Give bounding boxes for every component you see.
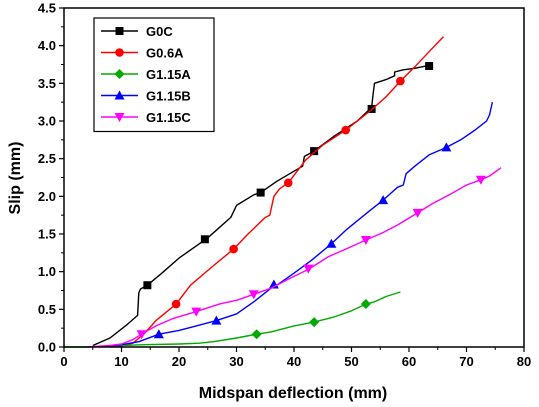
y-axis-title: Slip (mm) — [7, 142, 24, 215]
y-tick-label: 0.0 — [38, 340, 56, 355]
data-point — [310, 147, 319, 156]
x-tick-label: 60 — [402, 354, 416, 369]
legend-label: G0C — [146, 24, 173, 39]
legend-item: G1.15A — [101, 67, 191, 82]
data-point — [378, 195, 389, 205]
x-tick-label: 50 — [344, 354, 358, 369]
legend-marker — [115, 27, 124, 35]
legend-marker — [114, 90, 125, 100]
data-point — [283, 178, 293, 188]
legend-marker — [114, 113, 125, 122]
legend-label: G0.6A — [146, 46, 184, 61]
legend-label: G1.15B — [146, 89, 191, 104]
data-point — [326, 238, 337, 248]
x-tick-label: 80 — [517, 354, 531, 369]
y-tick-label: 3.5 — [38, 76, 56, 91]
legend-item: G1.15B — [101, 89, 191, 104]
legend-marker — [115, 48, 124, 57]
data-point — [256, 188, 265, 197]
y-tick-label: 3.0 — [38, 114, 56, 129]
axes-layer: 0 10 20 30 40 50 60 70 80 0.0 0.5 1.0 1.5 2.0 2.5 3.0 3.… — [38, 1, 531, 370]
series-g1-15a — [64, 291, 401, 348]
series-line — [115, 36, 445, 348]
legend-item: G0C — [101, 24, 173, 39]
y-tick-label: 1.5 — [38, 227, 56, 242]
x-tick-label: 10 — [114, 354, 128, 369]
y-tick-label: 2.5 — [38, 151, 56, 166]
data-point — [211, 315, 222, 325]
data-point — [248, 290, 259, 300]
legend-label: G1.15A — [146, 67, 191, 82]
series-line — [92, 64, 430, 347]
legend-item: G1.15C — [101, 110, 191, 125]
legend: G0C G0.6A G1.15A G1.15B G1.15C — [93, 17, 215, 133]
x-tick-label: 40 — [287, 354, 301, 369]
x-tick-label: 70 — [459, 354, 473, 369]
legend-item: G0.6A — [101, 46, 184, 61]
series-g1-15c — [86, 167, 502, 348]
data-point — [396, 76, 405, 86]
data-point — [441, 142, 452, 152]
plot-layer — [64, 36, 502, 348]
data-point — [251, 329, 262, 340]
data-point — [200, 235, 209, 244]
data-point — [412, 208, 423, 218]
series-g1-15b — [98, 102, 494, 348]
data-point — [303, 264, 314, 274]
x-axis-title: Midspan deflection (mm) — [199, 385, 387, 402]
y-tick-label: 4.5 — [38, 1, 56, 16]
legend-box — [93, 17, 215, 133]
x-tick-label: 20 — [172, 354, 186, 369]
data-point — [229, 244, 238, 254]
y-tick-label: 2.0 — [38, 189, 56, 204]
data-point — [171, 299, 181, 309]
data-point — [475, 175, 486, 185]
data-point — [360, 299, 371, 310]
data-point — [153, 329, 164, 339]
data-point — [191, 307, 202, 317]
legend-marker — [114, 69, 125, 79]
series-line — [98, 102, 494, 348]
y-tick-label: 0.5 — [38, 302, 56, 317]
x-tick-label: 0 — [60, 354, 67, 369]
y-tick-label: 4.0 — [38, 38, 56, 53]
data-point — [136, 330, 147, 340]
legend-label: G1.15C — [146, 110, 191, 125]
data-point — [268, 279, 279, 289]
data-point — [360, 236, 371, 246]
series-line — [64, 291, 401, 348]
y-tick-label: 1.0 — [38, 264, 56, 279]
data-point — [425, 62, 434, 71]
series-line — [86, 167, 502, 348]
data-point — [309, 317, 320, 328]
x-tick-label: 30 — [229, 354, 243, 369]
data-point — [341, 125, 351, 135]
series-g0-6a — [115, 36, 445, 348]
data-point — [143, 281, 152, 290]
